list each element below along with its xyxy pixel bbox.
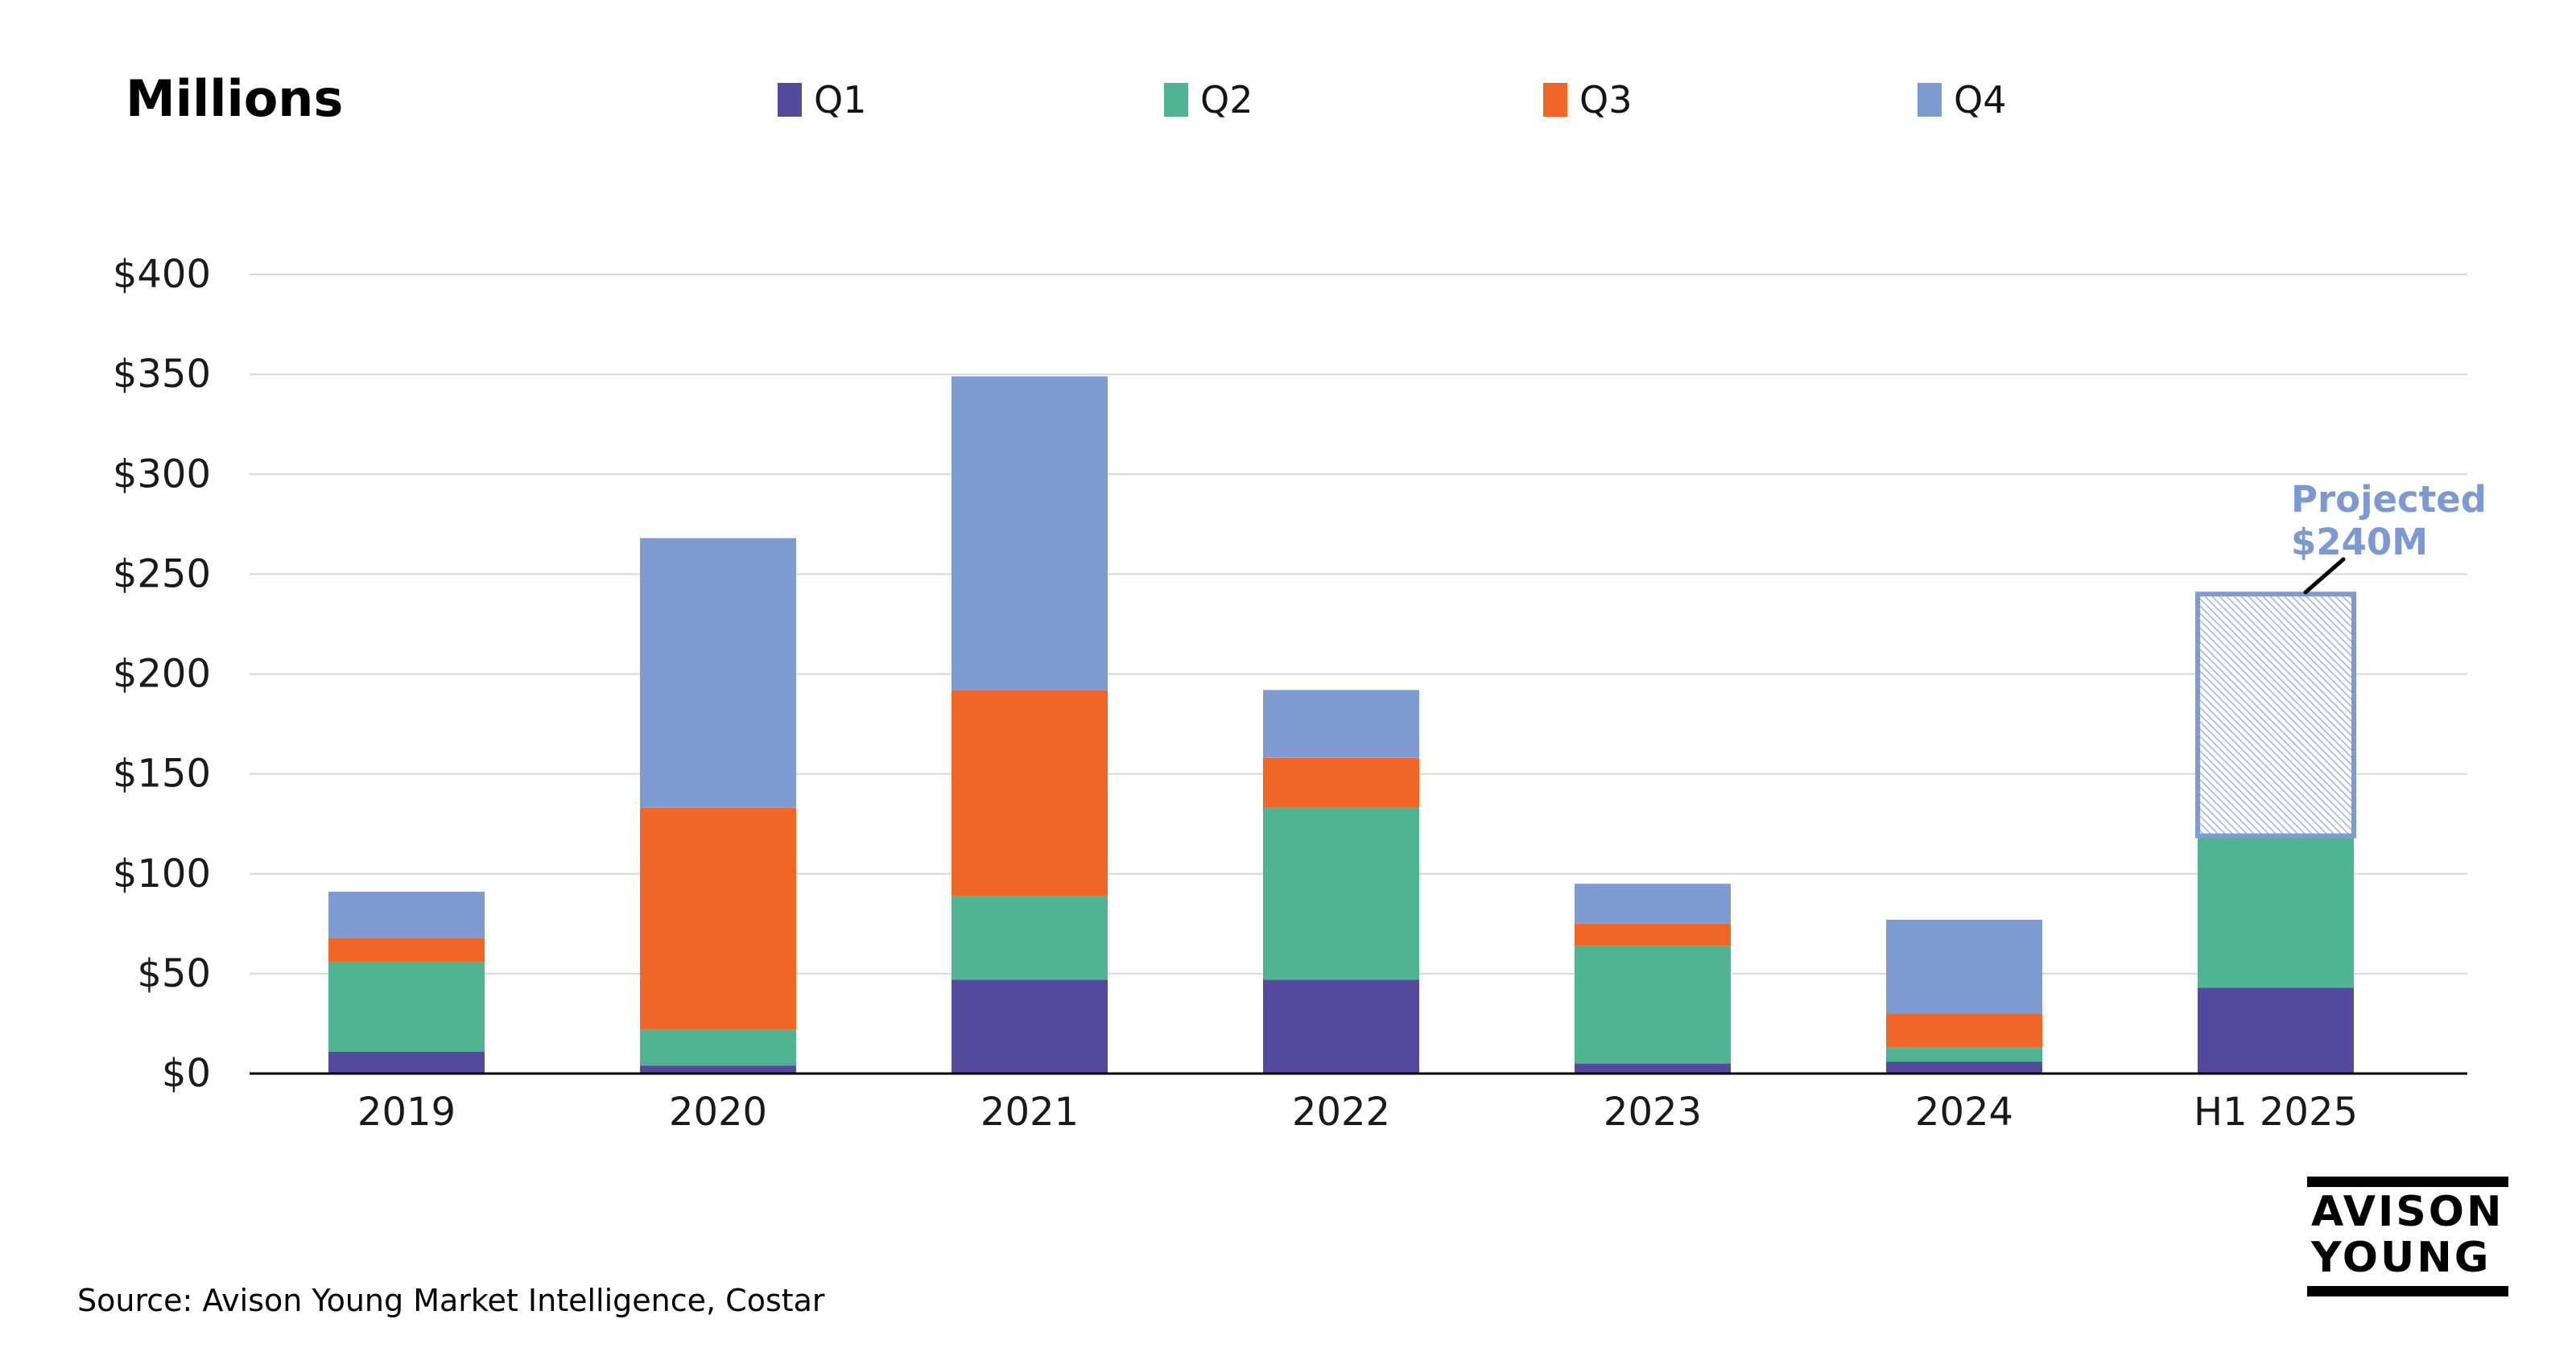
bar-segment-q4-2023 — [1575, 884, 1731, 924]
bar-segment-q2-2019 — [328, 961, 485, 1052]
bar-segment-q2-2023 — [1575, 946, 1731, 1064]
y-axis-tick-label: $100 — [113, 851, 211, 897]
x-axis-label: 2021 — [980, 1090, 1079, 1135]
legend-label-q2: Q2 — [1200, 78, 1253, 122]
bar-segment-q4-2022 — [1263, 690, 1419, 758]
legend-item-q1: Q1 — [778, 78, 867, 122]
y-axis-tick-label: $350 — [113, 352, 211, 397]
y-axis-tick-label: $250 — [113, 551, 211, 596]
bar-segment-q3-2022 — [1263, 757, 1419, 808]
bar-segment-q2-2024 — [1886, 1047, 2042, 1062]
bar-segment-q4-2020 — [640, 538, 796, 808]
projected-leader-line — [2303, 557, 2346, 595]
x-axis-label: 2019 — [357, 1090, 456, 1135]
logo-bottom-bar — [2307, 1286, 2508, 1296]
logo-line2: YOUNG — [2311, 1234, 2491, 1282]
bar-segment-q3-2023 — [1575, 923, 1731, 946]
legend-label-q1: Q1 — [814, 78, 867, 122]
bar-segment-q4-2019 — [328, 892, 485, 938]
bar-segment-q2-2021 — [952, 896, 1108, 980]
x-axis-label: 2022 — [1292, 1090, 1390, 1135]
y-axis-tick-label: $400 — [113, 252, 211, 297]
bar-segment-q3-2021 — [952, 690, 1108, 897]
legend-swatch-q4 — [1918, 83, 1942, 117]
projected-bar-segment — [2195, 592, 2356, 839]
projected-label-line2: $240M — [2291, 521, 2428, 563]
bar-segment-q3-2020 — [640, 807, 796, 1030]
avison-young-logo: AVISON YOUNG — [2307, 1177, 2508, 1296]
bar-segment-q1-h1-2025 — [2198, 987, 2354, 1074]
bar-segment-q2-h1-2025 — [2198, 835, 2354, 988]
legend-label-q3: Q3 — [1579, 78, 1633, 122]
x-axis-label: 2023 — [1604, 1090, 1702, 1135]
y-axis-tick-label: $0 — [162, 1051, 211, 1096]
bar-segment-q1-2024 — [1886, 1061, 2042, 1074]
y-axis-tick-label: $300 — [113, 451, 211, 497]
bar-segment-q4-2024 — [1886, 919, 2042, 1014]
logo-top-bar — [2307, 1177, 2508, 1187]
bar-segment-q2-2022 — [1263, 807, 1419, 980]
legend-item-q3: Q3 — [1543, 78, 1633, 122]
legend-label-q4: Q4 — [1954, 78, 2007, 122]
legend-swatch-q1 — [778, 83, 802, 117]
x-axis-label: 2020 — [669, 1090, 767, 1135]
bar-segment-q1-2022 — [1263, 979, 1419, 1074]
projected-label-line1: Projected — [2291, 478, 2487, 521]
bar-segment-q1-2021 — [952, 979, 1108, 1074]
bar-segment-q1-2020 — [640, 1066, 796, 1074]
y-axis-tick-label: $150 — [113, 752, 211, 797]
bar-segment-q1-2023 — [1575, 1063, 1731, 1074]
bar-segment-q4-2021 — [952, 376, 1108, 690]
bar-segment-q3-2024 — [1886, 1013, 2042, 1048]
x-axis-label: 2024 — [1915, 1090, 2013, 1135]
logo-line1: AVISON — [2311, 1188, 2504, 1236]
legend-swatch-q2 — [1164, 83, 1188, 117]
legend-item-q4: Q4 — [1918, 78, 2007, 122]
bar-segment-q1-2019 — [328, 1051, 485, 1074]
y-axis-tick-label: $200 — [113, 652, 211, 697]
x-axis-label: H1 2025 — [2194, 1090, 2358, 1135]
bar-segment-q3-2019 — [328, 938, 485, 962]
y-axis-tick-label: $50 — [137, 951, 211, 996]
chart-title: Millions — [126, 69, 344, 128]
legend-item-q2: Q2 — [1164, 78, 1253, 122]
legend-swatch-q3 — [1543, 83, 1567, 117]
source-note: Source: Avison Young Market Intelligence… — [77, 1283, 825, 1318]
bar-segment-q2-2020 — [640, 1029, 796, 1066]
